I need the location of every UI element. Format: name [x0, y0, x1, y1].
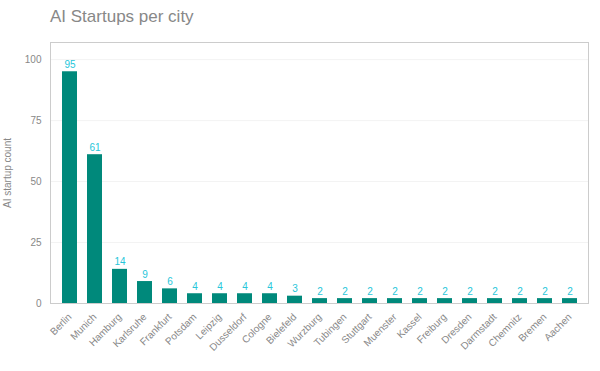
svg-text:4: 4 [217, 281, 223, 292]
svg-text:Aachen: Aachen [542, 311, 574, 343]
svg-text:100: 100 [25, 54, 42, 65]
svg-text:2: 2 [317, 286, 323, 297]
svg-text:Dusseldorf: Dusseldorf [207, 311, 249, 353]
svg-text:2: 2 [467, 286, 473, 297]
svg-text:Freiburg: Freiburg [414, 311, 449, 346]
svg-text:Tubingen: Tubingen [311, 311, 349, 349]
svg-text:2: 2 [567, 286, 573, 297]
svg-text:Chemnitz: Chemnitz [486, 311, 524, 349]
svg-text:4: 4 [267, 281, 273, 292]
svg-text:14: 14 [114, 256, 126, 267]
svg-text:25: 25 [30, 237, 42, 248]
svg-text:2: 2 [367, 286, 373, 297]
svg-text:75: 75 [30, 115, 42, 126]
svg-text:95: 95 [64, 59, 76, 70]
svg-text:Karlsruhe: Karlsruhe [110, 311, 149, 350]
svg-text:Munich: Munich [68, 311, 99, 342]
svg-text:4: 4 [192, 281, 198, 292]
svg-text:2: 2 [492, 286, 498, 297]
svg-text:2: 2 [392, 286, 398, 297]
svg-text:0: 0 [36, 298, 42, 309]
svg-text:2: 2 [517, 286, 523, 297]
svg-text:Stuttgart: Stuttgart [339, 311, 374, 346]
svg-text:Dresden: Dresden [439, 311, 474, 346]
svg-text:Potsdam: Potsdam [163, 311, 199, 347]
svg-text:AI startup count: AI startup count [2, 138, 13, 208]
svg-text:Frankfurt: Frankfurt [137, 311, 174, 348]
svg-text:4: 4 [242, 281, 248, 292]
svg-text:6: 6 [167, 276, 173, 287]
svg-text:2: 2 [342, 286, 348, 297]
html-text:AI Startups per city: AI Startups per city [50, 7, 194, 26]
svg-text:9: 9 [142, 269, 148, 280]
svg-text:Hamburg: Hamburg [86, 311, 124, 349]
svg-text:Muenster: Muenster [361, 311, 399, 349]
svg-text:Cologne: Cologne [239, 311, 274, 346]
svg-text:Wurzburg: Wurzburg [285, 311, 324, 350]
svg-text:Berlin: Berlin [47, 311, 74, 338]
svg-text:Bremen: Bremen [516, 311, 549, 344]
svg-text:Darmstadt: Darmstadt [458, 311, 499, 352]
svg-text:2: 2 [417, 286, 423, 297]
svg-text:61: 61 [89, 142, 101, 153]
svg-text:Bielefeld: Bielefeld [263, 311, 299, 347]
svg-text:3: 3 [292, 283, 298, 294]
svg-text:50: 50 [30, 176, 42, 187]
svg-text:Kassel: Kassel [394, 311, 424, 341]
svg-text:2: 2 [542, 286, 548, 297]
svg-text:Leipzig: Leipzig [193, 311, 224, 342]
svg-text:2: 2 [442, 286, 448, 297]
